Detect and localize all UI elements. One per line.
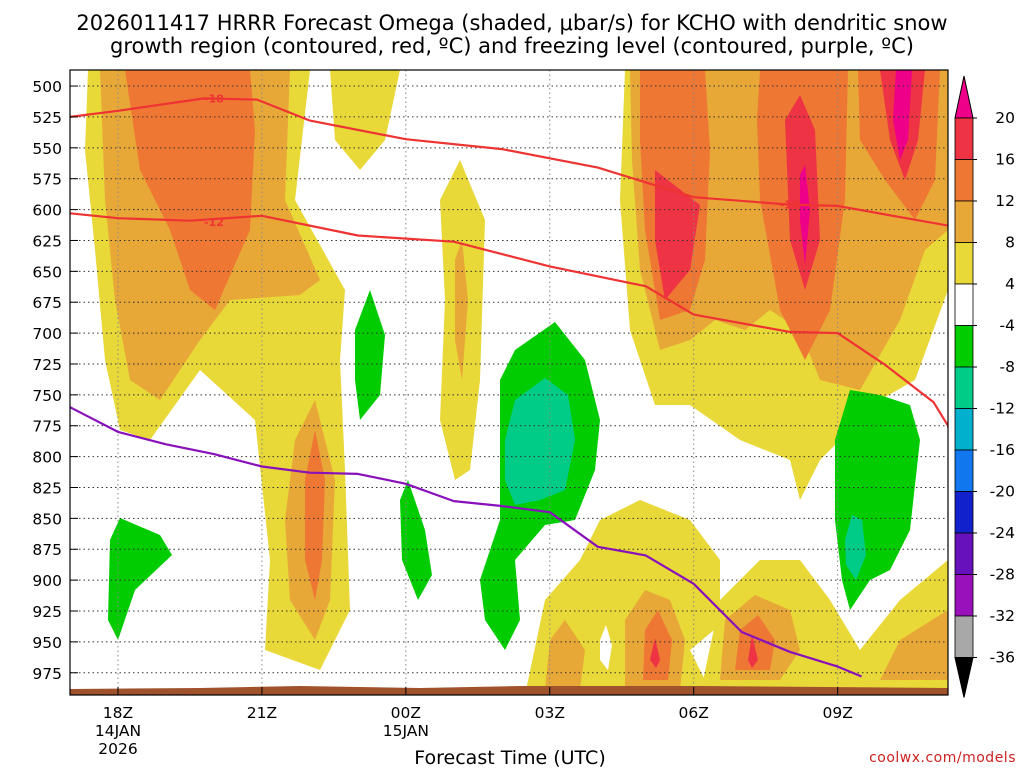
- colorbar-swatch: [954, 408, 974, 451]
- omega-fill-12-left: [125, 70, 255, 310]
- colorbar-swatch: [954, 491, 974, 534]
- colorbar-label: -16: [990, 441, 1015, 459]
- contour-line-freezing-level: [70, 406, 863, 678]
- contour-label: -18: [780, 199, 800, 212]
- plot-area: -18 -12 -18: [69, 69, 949, 696]
- y-tick-label: 900: [32, 572, 62, 590]
- colorbar-label: 16: [995, 151, 1015, 169]
- omega-fill-16-lower2: [748, 635, 758, 668]
- colorbar-label: -4: [1000, 317, 1015, 335]
- omega-fill-16-lower: [650, 638, 660, 668]
- colorbar-label: 4: [1005, 275, 1015, 293]
- colorbar-label: 12: [995, 192, 1015, 210]
- omega-fill-12-lower2: [735, 615, 775, 670]
- omega-fill-positive-top: [330, 70, 400, 170]
- y-tick-label: 625: [32, 232, 62, 250]
- y-tick-label: 950: [32, 634, 62, 652]
- x-tick-label: 21Z: [247, 704, 277, 722]
- y-tick-label: 575: [32, 171, 62, 189]
- terrain-strip: [70, 686, 948, 695]
- omega-fill-neg4-a: [108, 518, 172, 640]
- colorbar-swatch: [954, 449, 974, 492]
- colorbar-label: -12: [990, 400, 1015, 418]
- plot-frame: [69, 69, 949, 696]
- y-tick-label: 725: [32, 356, 62, 374]
- omega-fill-12-lower: [643, 610, 672, 680]
- omega-fill-zero-hole: [600, 625, 612, 670]
- contour-line-dgz-2: [70, 212, 948, 431]
- colorbar-label: -32: [990, 607, 1015, 625]
- colorbar-swatch: [954, 532, 974, 575]
- y-axis: 500 525 550 575 600 625 650 675 700 725 750 775 800 8…: [32, 78, 78, 683]
- x-tick-label: 18Z: [103, 704, 133, 722]
- omega-fill-neg4-c: [400, 480, 432, 600]
- colorbar-label: 20: [995, 109, 1015, 127]
- y-tick-label: 850: [32, 510, 62, 528]
- colorbar-label: -8: [1000, 358, 1015, 376]
- y-tick-label: 600: [32, 202, 62, 220]
- temperature-contours: [70, 97, 948, 678]
- x-tick-date-label: 14JAN: [95, 722, 141, 740]
- colorbar-swatch: [954, 117, 974, 160]
- omega-fill-8-mid: [455, 240, 468, 380]
- colorbar-swatch: [954, 366, 974, 409]
- omega-fill-20-b: [893, 70, 912, 160]
- colorbar-swatch: [954, 283, 974, 326]
- contour-label: -18: [204, 92, 224, 105]
- omega-fill-neg8-a: [505, 378, 575, 505]
- x-tick-label: 03Z: [535, 704, 565, 722]
- contour-label: -12: [204, 216, 224, 229]
- y-tick-label: 525: [32, 109, 62, 127]
- time-gridlines: [117, 70, 839, 695]
- y-tick-label: 975: [32, 665, 62, 683]
- y-tick-label: 925: [32, 603, 62, 621]
- credit-text: coolwx.com/models: [869, 750, 1016, 766]
- colorbar-swatch: [954, 200, 974, 243]
- contour-line-dgz-1: [70, 97, 948, 227]
- colorbar-top-arrow: [954, 75, 974, 119]
- y-tick-label: 700: [32, 325, 62, 343]
- y-tick-label: 750: [32, 387, 62, 405]
- y-tick-label: 675: [32, 294, 62, 312]
- colorbar-swatch: [954, 242, 974, 285]
- colorbar-label: 8: [1005, 234, 1015, 252]
- omega-fill-neg8-b: [845, 515, 866, 580]
- colorbar-swatch: [954, 325, 974, 368]
- chart-title: 2026011417 HRRR Forecast Omega (shaded, …: [76, 11, 947, 35]
- omega-shading: [85, 70, 948, 695]
- omega-fill-16-right-a: [655, 170, 700, 300]
- x-tick-label: 00Z: [391, 704, 421, 722]
- colorbar-swatch: [954, 574, 974, 617]
- colorbar-bottom-arrow: [954, 657, 974, 698]
- colorbar-swatch: [954, 159, 974, 202]
- x-axis-title: Forecast Time (UTC): [414, 747, 605, 768]
- colorbar-swatch: [954, 615, 974, 658]
- y-tick-label: 775: [32, 418, 62, 436]
- colorbar: 20 16 12 8 4 -4 -8 -12 -16 -20 -24 -28 -32 -36: [954, 75, 1015, 698]
- colorbar-label: -36: [990, 649, 1015, 667]
- contour-labels: -18 -12 -18: [204, 92, 800, 229]
- x-tick-label: 06Z: [679, 704, 709, 722]
- colorbar-label: -28: [990, 566, 1015, 584]
- y-tick-label: 550: [32, 140, 62, 158]
- colorbar-label: -24: [990, 524, 1015, 542]
- y-tick-label: 650: [32, 263, 62, 281]
- x-tick-label: 09Z: [822, 704, 852, 722]
- x-tick-date-label: 15JAN: [383, 722, 429, 740]
- omega-fill-8-lower4: [880, 610, 948, 680]
- y-tick-label: 800: [32, 449, 62, 467]
- colorbar-label: -20: [990, 483, 1015, 501]
- y-tick-label: 500: [32, 78, 62, 96]
- chart-title-line2: growth region (contoured, red, ºC) and f…: [110, 34, 914, 58]
- omega-fill-neg4-b: [355, 290, 385, 420]
- y-tick-label: 825: [32, 479, 62, 497]
- omega-fill-20-a: [800, 165, 810, 265]
- y-tick-label: 875: [32, 541, 62, 559]
- x-tick-year-label: 2026: [98, 740, 137, 758]
